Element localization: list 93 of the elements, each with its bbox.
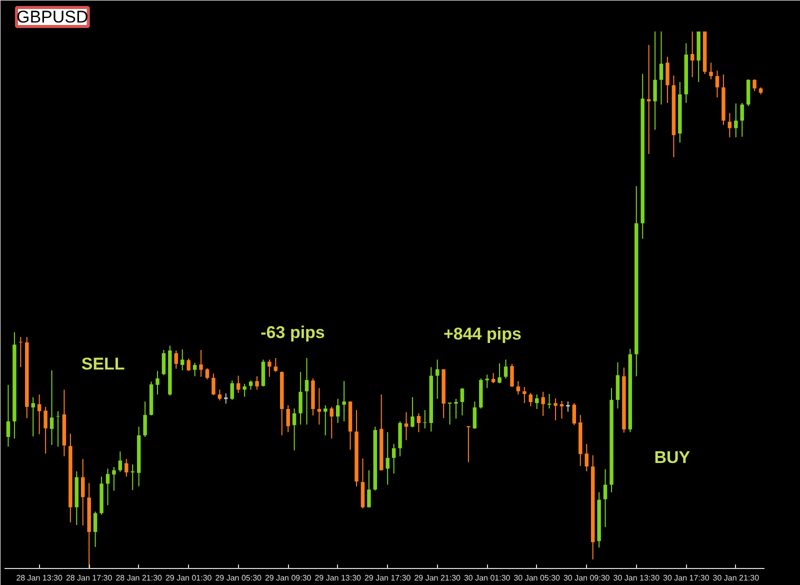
candlestick <box>752 78 756 92</box>
x-tick-label: 29 Jan 13:30 <box>314 574 362 582</box>
x-tick-label: 28 Jan 21:30 <box>116 574 163 582</box>
candlestick <box>199 349 203 378</box>
annotation: SELL <box>81 354 125 374</box>
candlestick <box>485 374 489 389</box>
candlestick <box>423 410 427 429</box>
candlestick <box>336 398 340 424</box>
candlestick <box>734 102 738 138</box>
candlestick <box>180 348 184 371</box>
candlestick <box>342 380 346 422</box>
x-tick-label: 30 Jan 21:30 <box>712 574 760 582</box>
candlestick <box>516 380 520 396</box>
candlestick <box>156 370 160 396</box>
candlestick <box>112 466 116 492</box>
x-tick-label: 29 Jan 09:30 <box>264 574 312 582</box>
candlestick <box>392 443 396 474</box>
candlestick <box>659 32 664 106</box>
candlestick <box>248 380 253 390</box>
candlestick <box>81 458 85 526</box>
candlestick <box>44 406 48 454</box>
candlestick <box>286 404 290 433</box>
candlestick <box>498 362 502 384</box>
candlestick <box>510 363 514 388</box>
candlestick <box>304 357 309 426</box>
candlestick <box>454 398 458 420</box>
candlestick <box>554 398 558 421</box>
candlestick <box>292 408 296 451</box>
candlestick <box>37 394 42 435</box>
candlestick <box>528 392 533 407</box>
candlestick <box>205 368 210 380</box>
candlestick <box>666 56 670 104</box>
candlestick <box>324 404 328 436</box>
candlestick <box>653 32 657 130</box>
annotation: +844 pips <box>443 324 522 344</box>
candlestick <box>603 468 608 528</box>
x-tick-label: 29 Jan 05:30 <box>215 574 262 582</box>
candlestick <box>162 349 166 376</box>
candlestick <box>367 470 371 508</box>
candlestick <box>224 392 228 404</box>
x-tick-label: 29 Jan 17:30 <box>364 574 412 582</box>
candlestick <box>186 358 190 372</box>
x-tick-label: 30 Jan 13:30 <box>613 574 660 582</box>
candlestick <box>460 388 464 416</box>
candlestick <box>560 400 564 420</box>
candlestick <box>106 468 110 506</box>
candlestick <box>174 350 178 370</box>
candlestick <box>566 400 570 412</box>
x-tick-label: 28 Jan 13:30 <box>16 574 64 582</box>
candlestick <box>212 373 216 396</box>
candlestick <box>6 384 10 448</box>
candlestick <box>410 396 414 428</box>
x-tick-label: 30 Jan 17:30 <box>663 574 710 582</box>
candlestick <box>255 376 259 390</box>
candlestick <box>274 357 278 372</box>
candlestick <box>584 443 588 472</box>
candlestick <box>541 391 545 416</box>
candlestick <box>690 32 694 78</box>
candlestick <box>709 62 713 80</box>
candlestick <box>230 380 234 400</box>
x-tick-label: 30 Jan 05:30 <box>514 574 561 582</box>
candlestick <box>740 102 744 138</box>
candlestick <box>728 112 732 138</box>
candlestick <box>124 458 128 478</box>
candlestick <box>50 370 54 446</box>
x-tick-label: 30 Jan 01:30 <box>464 574 511 582</box>
candlestick <box>93 511 98 548</box>
candlestick <box>416 412 421 433</box>
candlestick <box>330 406 334 440</box>
annotation: BUY <box>654 448 691 468</box>
candlestick <box>118 450 122 472</box>
candlestick <box>268 359 272 378</box>
candlestick <box>143 400 147 438</box>
x-tick-label: 28 Jan 17:30 <box>66 574 113 582</box>
candlestick <box>242 383 246 398</box>
annotation: -63 pips <box>260 322 325 342</box>
candlestick <box>522 386 526 404</box>
candlestick <box>504 359 508 379</box>
candlestick <box>715 70 720 98</box>
candlestick <box>572 402 576 426</box>
candlestick <box>386 432 390 486</box>
x-tick-label: 29 Jan 21:30 <box>414 574 462 582</box>
x-tick-label: 29 Jan 01:30 <box>165 574 212 582</box>
candlestick <box>646 44 651 154</box>
x-tick-label: 30 Jan 09:30 <box>563 574 610 582</box>
candlestick <box>466 426 470 463</box>
candlestick <box>298 371 302 426</box>
candlestick <box>56 410 60 448</box>
candlestick <box>472 400 477 430</box>
candlestick <box>192 362 197 377</box>
candlestick <box>218 389 222 401</box>
candlestick <box>31 396 35 437</box>
candlestick <box>236 375 240 394</box>
